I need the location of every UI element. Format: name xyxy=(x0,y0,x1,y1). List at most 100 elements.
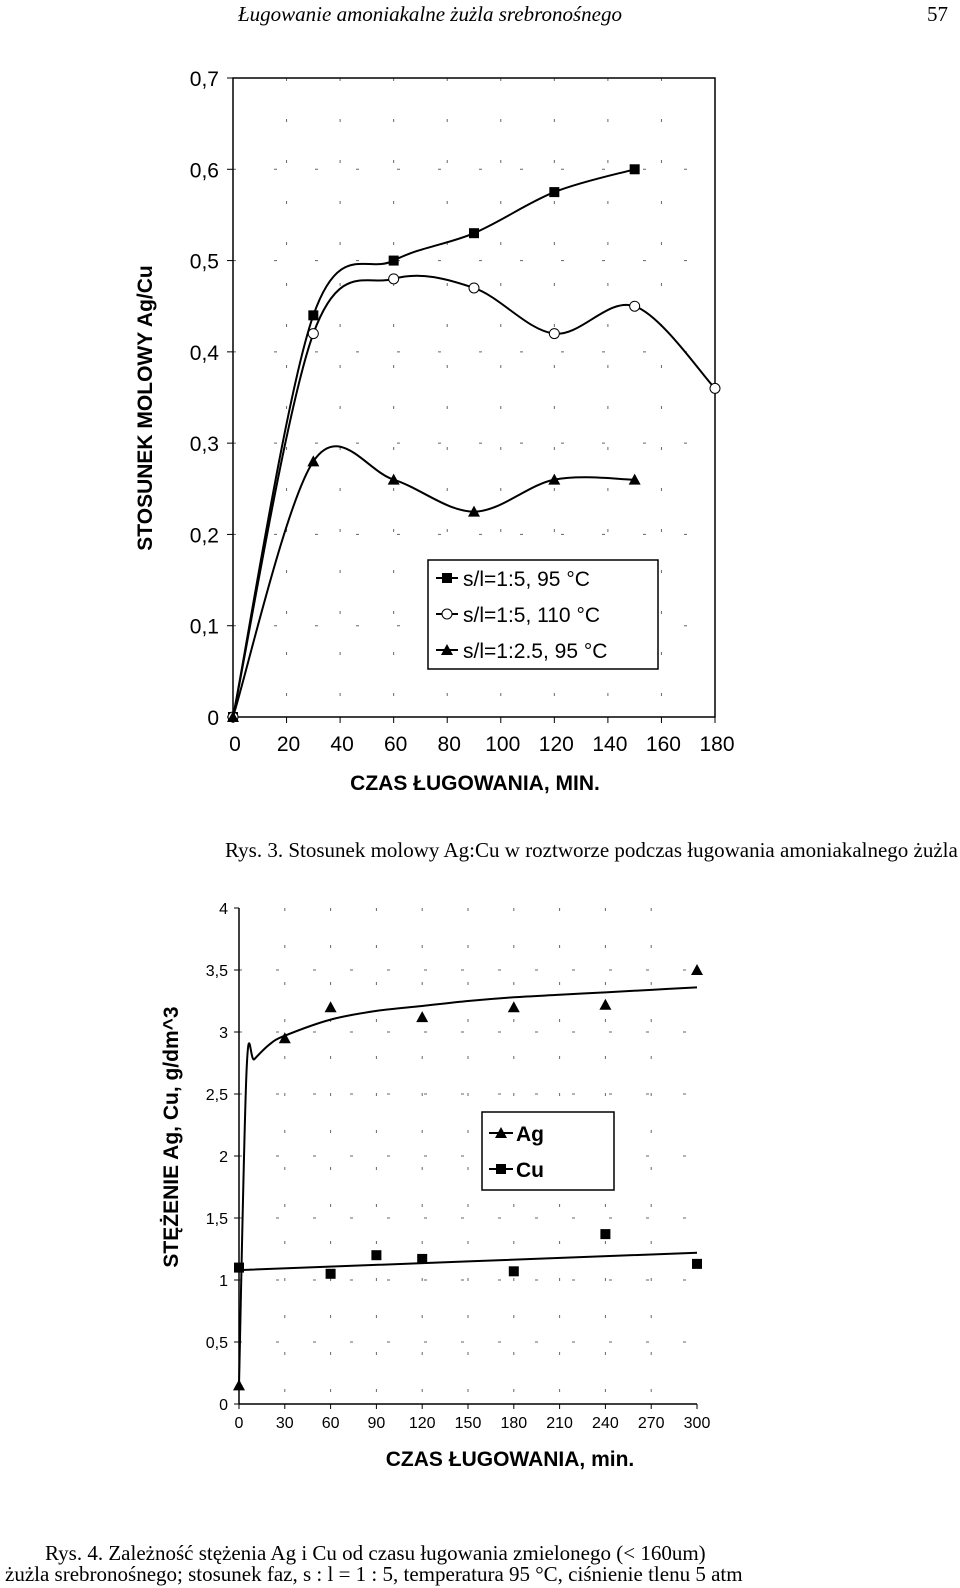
chart1-data-point xyxy=(387,473,400,485)
chart2-trendline xyxy=(238,1251,698,1272)
chart1-y-tick-label: 0,1 xyxy=(190,616,219,639)
chart2-trendline xyxy=(238,986,698,1386)
chart1-x-tick-label: 160 xyxy=(646,733,681,756)
chart1-data-point xyxy=(468,505,480,517)
chart2-data-point xyxy=(691,964,703,975)
chart2-data-point xyxy=(508,1266,519,1277)
chart2-data-point xyxy=(599,998,612,1010)
chart1-legend-marker xyxy=(441,608,453,620)
chart2-data-point xyxy=(324,1001,337,1013)
chart2-y-tick-label: 2,5 xyxy=(206,1087,228,1104)
chart1-x-tick-label: 140 xyxy=(592,733,627,756)
chart2-data-point xyxy=(325,1268,336,1279)
chart2-y-tick-label: 4 xyxy=(219,901,228,918)
chart2-data-point xyxy=(417,1253,428,1264)
chart1-legend: s/l=1:5, 95 °C s/l=1:5, 110 °C s/l=1:2.5, … xyxy=(427,559,659,670)
chart1-y-tick-label: 0,7 xyxy=(190,68,219,91)
chart1-x-tick-label: 180 xyxy=(699,733,734,756)
molar-ratio-chart: 0 0,1 0,2 0,3 0,4 0,5 0,6 0,7 0 20 40 60 80 100 120 140… xyxy=(134,68,735,795)
figure-4-caption-line-2: żużla srebronośnego; stosunek faz, s : l… xyxy=(5,1562,743,1586)
chart2-legend-box xyxy=(481,1111,615,1191)
chart1-data-point xyxy=(469,228,479,239)
chart1-x-tick-label: 20 xyxy=(277,733,300,756)
chart1-data-point xyxy=(307,328,319,340)
figure-3-caption: Rys. 3. Stosunek molowy Ag:Cu w roztworz… xyxy=(225,838,958,862)
chart1-legend-label: s/l=1:5, 110 °C xyxy=(463,604,600,627)
chart1-x-tick-label: 120 xyxy=(539,733,574,756)
chart2-y-tick-label: 1 xyxy=(219,1273,228,1290)
chart1-data-point xyxy=(628,473,641,485)
chart2-y-tick-label: 1,5 xyxy=(206,1211,228,1228)
chart2-y-axis-label: STĘŻENIE Ag, Cu, g/dm^3 xyxy=(160,1006,183,1267)
page-number: 57 xyxy=(927,2,948,26)
chart2-x-tick-label: 30 xyxy=(276,1415,294,1432)
chart1-x-tick-label: 60 xyxy=(384,733,407,756)
chart1-data-point xyxy=(549,187,560,198)
chart2-series-group xyxy=(233,964,703,1391)
chart1-data-point xyxy=(548,473,561,485)
chart2-y-tick-label: 0 xyxy=(219,1397,228,1414)
chart2-x-tick-label: 270 xyxy=(638,1415,665,1432)
chart1-x-tick-label: 80 xyxy=(438,733,461,756)
chart1-data-point xyxy=(388,273,400,285)
chart1-x-tick-label: 40 xyxy=(330,733,353,756)
chart1-data-point xyxy=(307,455,320,467)
chart2-y-tick-label: 2 xyxy=(219,1149,228,1166)
chart1-data-point xyxy=(629,164,640,175)
chart2-data-point xyxy=(600,1229,611,1240)
chart2-y-tick-label: 0,5 xyxy=(206,1335,228,1352)
chart1-y-axis-label: STOSUNEK MOLOWY Ag/Cu xyxy=(134,265,157,550)
figure-4-caption-line-1: Rys. 4. Zależność stężenia Ag i Cu od cz… xyxy=(45,1541,706,1565)
chart1-y-tick-label: 0,3 xyxy=(190,433,219,456)
chart2-legend: Ag Cu xyxy=(481,1111,615,1191)
chart2-data-point xyxy=(692,1258,702,1269)
chart1-data-point xyxy=(308,310,319,321)
chart2-y-tick-label: 3,5 xyxy=(206,963,228,980)
chart1-x-axis-label: CZAS ŁUGOWANIA, MIN. xyxy=(350,772,600,795)
chart1-series-group xyxy=(227,164,721,723)
chart2-x-tick-label: 240 xyxy=(592,1415,619,1432)
chart2-data-point xyxy=(371,1250,382,1261)
chart1-y-tick-label: 0,6 xyxy=(190,159,219,182)
chart2-x-tick-label: 150 xyxy=(455,1415,482,1432)
chart1-data-point xyxy=(548,328,560,340)
chart1-data-point xyxy=(468,282,480,294)
chart1-legend-label: s/l=1:2.5, 95 °C xyxy=(463,640,607,663)
chart1-legend-marker xyxy=(442,573,452,583)
chart2-x-tick-label: 300 xyxy=(684,1415,711,1432)
chart1-data-point xyxy=(388,255,399,266)
chart2-data-point xyxy=(234,1262,244,1273)
chart2-legend-label: Cu xyxy=(516,1159,544,1182)
chart2-x-tick-label: 180 xyxy=(500,1415,527,1432)
chart1-legend-label: s/l=1:5, 95 °C xyxy=(463,568,590,591)
chart2-legend-marker xyxy=(495,1127,507,1138)
chart1-x-tick-label: 0 xyxy=(229,733,241,756)
chart2-legend-marker xyxy=(496,1164,506,1174)
chart1-plot-frame xyxy=(232,77,716,718)
chart2-x-tick-label: 60 xyxy=(322,1415,340,1432)
chart2-data-point xyxy=(507,1001,520,1013)
chart1-data-point xyxy=(629,300,641,312)
chart2-data-point xyxy=(233,1379,245,1391)
chart2-x-tick-label: 0 xyxy=(235,1415,244,1432)
chart2-x-tick-label: 90 xyxy=(368,1415,386,1432)
chart2-x-tick-label: 210 xyxy=(546,1415,573,1432)
chart2-data-point xyxy=(416,1011,429,1023)
chart1-data-point xyxy=(709,382,721,394)
chart1-x-tick-label: 100 xyxy=(485,733,520,756)
chart1-data-point xyxy=(227,711,239,722)
chart1-y-tick-label: 0,5 xyxy=(190,251,219,274)
chart1-y-tick-label: 0 xyxy=(207,707,219,730)
chart2-legend-label: Ag xyxy=(516,1123,544,1146)
chart2-x-tick-label: 120 xyxy=(409,1415,436,1432)
chart1-y-tick-label: 0,4 xyxy=(190,342,220,365)
chart2-x-axis-label: CZAS ŁUGOWANIA, min. xyxy=(386,1448,635,1471)
chart2-data-point xyxy=(278,1032,291,1044)
chart1-legend-box xyxy=(427,559,659,670)
chart1-legend-marker xyxy=(441,644,453,655)
chart2-y-tick-label: 3 xyxy=(219,1025,228,1042)
chart1-y-tick-label: 0,2 xyxy=(190,524,219,547)
chart2-grid xyxy=(239,908,697,1404)
running-title: Ługowanie amoniakalne żużla srebronośneg… xyxy=(237,2,623,26)
